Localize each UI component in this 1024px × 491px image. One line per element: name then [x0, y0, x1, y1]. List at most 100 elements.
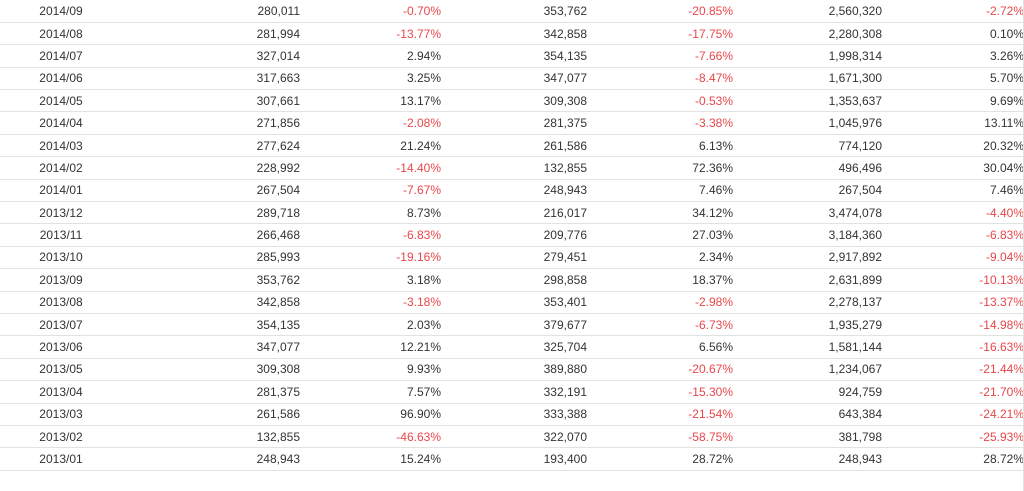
- cell-change-3: -21.44%: [882, 358, 1024, 382]
- cell-value-3: 2,278,137: [733, 291, 882, 314]
- table-row: 2013/05 309,308 9.93% 389,880 -20.67% 1,234,0…: [0, 358, 1024, 382]
- cell-change-2: -17.75%: [587, 22, 733, 46]
- cell-change-2: 6.13%: [587, 134, 733, 158]
- cell-change-3: -2.72%: [882, 0, 1024, 23]
- cell-value-3: 2,560,320: [733, 0, 882, 23]
- cell-value-1: 289,718: [122, 201, 300, 225]
- cell-value-2: 248,943: [441, 179, 587, 203]
- cell-period: 2013/08: [0, 291, 122, 314]
- cell-value-3: 1,234,067: [733, 358, 882, 382]
- cell-change-3: 28.72%: [882, 447, 1024, 471]
- cell-change-1: -14.40%: [300, 156, 441, 180]
- cell-change-2: 2.34%: [587, 246, 733, 270]
- cell-value-3: 774,120: [733, 134, 882, 158]
- cell-value-1: 353,762: [122, 268, 300, 292]
- cell-change-3: -13.37%: [882, 291, 1024, 314]
- cell-change-2: -6.73%: [587, 313, 733, 337]
- cell-value-3: 2,631,899: [733, 268, 882, 292]
- cell-value-1: 285,993: [122, 246, 300, 270]
- cell-period: 2014/07: [0, 44, 122, 68]
- data-table: 2014/09 280,011 -0.70% 353,762 -20.85% 2,560,…: [0, 0, 1024, 471]
- cell-value-1: 280,011: [122, 0, 300, 23]
- cell-value-2: 132,855: [441, 156, 587, 180]
- cell-change-1: -6.83%: [300, 223, 441, 247]
- cell-value-2: 209,776: [441, 223, 587, 247]
- cell-period: 2014/03: [0, 134, 122, 158]
- cell-value-2: 216,017: [441, 201, 587, 225]
- cell-value-1: 261,586: [122, 403, 300, 426]
- cell-period: 2013/10: [0, 246, 122, 270]
- cell-value-1: 307,661: [122, 89, 300, 113]
- cell-change-3: 7.46%: [882, 179, 1024, 203]
- table-row: 2014/08 281,994 -13.77% 342,858 -17.75% 2,280…: [0, 22, 1024, 46]
- cell-change-1: 96.90%: [300, 403, 441, 426]
- cell-value-2: 333,388: [441, 403, 587, 426]
- table-row: 2013/03 261,586 96.90% 333,388 -21.54% 643,38…: [0, 403, 1024, 426]
- table-row: 2013/09 353,762 3.18% 298,858 18.37% 2,631,89…: [0, 268, 1024, 292]
- cell-value-1: 327,014: [122, 44, 300, 68]
- cell-change-3: 3.26%: [882, 44, 1024, 68]
- cell-change-1: -46.63%: [300, 425, 441, 449]
- table-row: 2013/07 354,135 2.03% 379,677 -6.73% 1,935,27…: [0, 313, 1024, 337]
- cell-change-3: 13.11%: [882, 111, 1024, 135]
- cell-change-3: 9.69%: [882, 89, 1024, 113]
- cell-change-1: 3.25%: [300, 67, 441, 91]
- table-row: 2013/01 248,943 15.24% 193,400 28.72% 248,943…: [0, 447, 1024, 471]
- cell-value-2: 325,704: [441, 335, 587, 359]
- table-row: 2013/04 281,375 7.57% 332,191 -15.30% 924,759…: [0, 380, 1024, 404]
- table-row: 2014/06 317,663 3.25% 347,077 -8.47% 1,671,30…: [0, 67, 1024, 91]
- cell-period: 2014/06: [0, 67, 122, 91]
- cell-value-1: 347,077: [122, 335, 300, 359]
- cell-value-2: 281,375: [441, 111, 587, 135]
- cell-period: 2014/02: [0, 156, 122, 180]
- cell-value-2: 354,135: [441, 44, 587, 68]
- cell-change-2: 7.46%: [587, 179, 733, 203]
- table-body: 2014/09 280,011 -0.70% 353,762 -20.85% 2,560,…: [0, 0, 1024, 471]
- cell-change-1: -3.18%: [300, 291, 441, 314]
- cell-change-2: -3.38%: [587, 111, 733, 135]
- cell-period: 2013/03: [0, 403, 122, 426]
- cell-period: 2014/04: [0, 111, 122, 135]
- cell-change-1: 13.17%: [300, 89, 441, 113]
- cell-change-1: 8.73%: [300, 201, 441, 225]
- cell-change-1: 21.24%: [300, 134, 441, 158]
- table-row: 2014/04 271,856 -2.08% 281,375 -3.38% 1,045,9…: [0, 111, 1024, 135]
- table-row: 2013/12 289,718 8.73% 216,017 34.12% 3,474,07…: [0, 201, 1024, 225]
- cell-change-2: 27.03%: [587, 223, 733, 247]
- cell-value-3: 1,998,314: [733, 44, 882, 68]
- table-row: 2014/02 228,992 -14.40% 132,855 72.36% 496,49…: [0, 156, 1024, 180]
- table-row: 2014/07 327,014 2.94% 354,135 -7.66% 1,998,31…: [0, 44, 1024, 68]
- cell-change-2: -7.66%: [587, 44, 733, 68]
- cell-value-3: 3,184,360: [733, 223, 882, 247]
- cell-value-3: 1,935,279: [733, 313, 882, 337]
- cell-change-3: -4.40%: [882, 201, 1024, 225]
- cell-change-1: 2.94%: [300, 44, 441, 68]
- table-row: 2013/06 347,077 12.21% 325,704 6.56% 1,581,14…: [0, 335, 1024, 359]
- cell-change-3: 30.04%: [882, 156, 1024, 180]
- cell-value-2: 353,762: [441, 0, 587, 23]
- cell-period: 2013/11: [0, 223, 122, 247]
- cell-change-2: 6.56%: [587, 335, 733, 359]
- cell-value-2: 279,451: [441, 246, 587, 270]
- cell-value-2: 342,858: [441, 22, 587, 46]
- cell-value-3: 267,504: [733, 179, 882, 203]
- cell-period: 2013/01: [0, 447, 122, 471]
- cell-period: 2013/07: [0, 313, 122, 337]
- table-row: 2013/10 285,993 -19.16% 279,451 2.34% 2,917,8…: [0, 246, 1024, 270]
- cell-value-2: 353,401: [441, 291, 587, 314]
- cell-value-2: 322,070: [441, 425, 587, 449]
- cell-value-3: 1,581,144: [733, 335, 882, 359]
- cell-value-2: 309,308: [441, 89, 587, 113]
- cell-change-3: -6.83%: [882, 223, 1024, 247]
- cell-change-2: -2.98%: [587, 291, 733, 314]
- cell-change-2: -20.67%: [587, 358, 733, 382]
- cell-value-1: 342,858: [122, 291, 300, 314]
- cell-value-1: 281,375: [122, 380, 300, 404]
- cell-period: 2013/06: [0, 335, 122, 359]
- cell-value-1: 228,992: [122, 156, 300, 180]
- cell-change-2: -0.53%: [587, 89, 733, 113]
- cell-change-2: -58.75%: [587, 425, 733, 449]
- cell-change-3: -25.93%: [882, 425, 1024, 449]
- cell-value-2: 193,400: [441, 447, 587, 471]
- cell-value-3: 248,943: [733, 447, 882, 471]
